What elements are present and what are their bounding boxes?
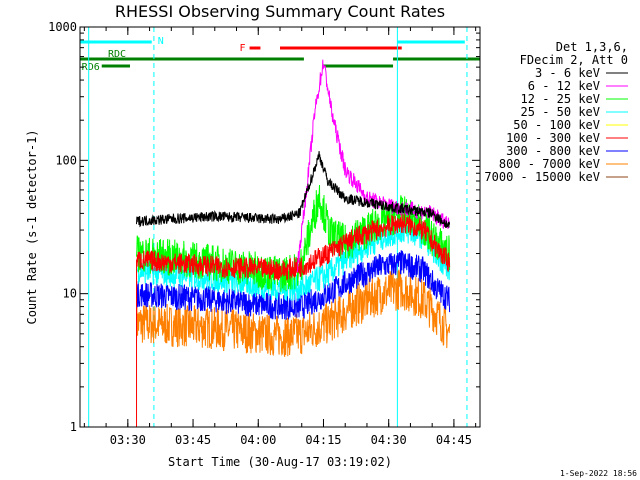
chart-title: RHESSI Observing Summary Count Rates <box>115 2 445 21</box>
flag-label: F <box>240 43 246 54</box>
legend-entry-label: 3 - 6 keV <box>535 66 600 80</box>
y-tick-label: 100 <box>55 153 77 167</box>
y-tick-label: 1 <box>70 420 77 434</box>
x-tick-label: 03:30 <box>110 433 146 447</box>
legend-entry-label: 50 - 100 keV <box>513 118 600 132</box>
x-tick-label: 04:15 <box>305 433 341 447</box>
flag-label: RD6 <box>82 62 100 73</box>
x-tick-label: 03:45 <box>175 433 211 447</box>
legend-entry-label: 100 - 300 keV <box>506 131 600 145</box>
legend-entry-label: 300 - 800 keV <box>506 144 600 158</box>
legend-entry-label: 800 - 7000 keV <box>499 157 600 171</box>
series-s100_300 <box>136 213 451 281</box>
series-lines <box>136 59 451 427</box>
x-axis-label: Start Time (30-Aug-17 03:19:02) <box>168 455 392 469</box>
x-tick-label: 04:30 <box>371 433 407 447</box>
legend-entry-label: 7000 - 15000 keV <box>484 170 600 184</box>
legend-header: FDecim 2, Att 0 <box>520 53 628 67</box>
series-s800_7000 <box>136 269 451 357</box>
y-axis-label: Count Rate (s-1 detector-1) <box>25 129 39 324</box>
x-tick-label: 04:45 <box>436 433 472 447</box>
flag-label: RDC <box>108 49 126 60</box>
legend-entry-label: 12 - 25 keV <box>521 92 600 106</box>
legend-entry-label: 25 - 50 keV <box>521 105 600 119</box>
series-s300_800 <box>136 250 451 320</box>
series-s3_6 <box>136 151 451 229</box>
flag-bars: N F RDC RD6 <box>80 36 480 73</box>
axes: 1 10 100 1000 03:30 03:45 04:00 04:15 04:30 04:45 <box>48 20 480 447</box>
flag-label: N <box>158 36 164 47</box>
y-tick-label: 10 <box>63 287 77 301</box>
timestamp: 1-Sep-2022 18:56 <box>560 469 637 478</box>
legend-entry-label: 6 - 12 keV <box>528 79 600 93</box>
x-tick-label: 04:00 <box>240 433 276 447</box>
legend-header: Det 1,3,6, <box>556 40 628 54</box>
y-tick-label: 1000 <box>48 20 77 34</box>
